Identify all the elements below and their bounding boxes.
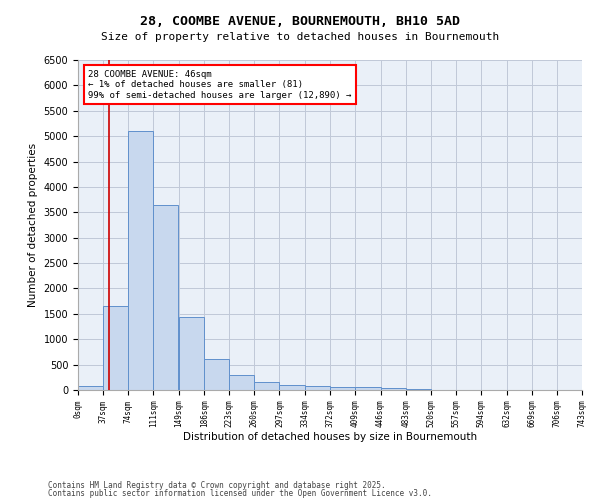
Text: 28 COOMBE AVENUE: 46sqm
← 1% of detached houses are smaller (81)
99% of semi-det: 28 COOMBE AVENUE: 46sqm ← 1% of detached… [88, 70, 352, 100]
Bar [179, 318, 204, 390]
Y-axis label: Number of detached properties: Number of detached properties [28, 143, 38, 307]
Text: Contains public sector information licensed under the Open Government Licence v3: Contains public sector information licen… [48, 489, 432, 498]
Bar [128, 131, 153, 390]
Bar [305, 386, 329, 390]
Bar [331, 387, 355, 390]
Text: Size of property relative to detached houses in Bournemouth: Size of property relative to detached ho… [101, 32, 499, 42]
Bar [78, 386, 103, 390]
Text: Contains HM Land Registry data © Crown copyright and database right 2025.: Contains HM Land Registry data © Crown c… [48, 480, 386, 490]
Text: 28, COOMBE AVENUE, BOURNEMOUTH, BH10 5AD: 28, COOMBE AVENUE, BOURNEMOUTH, BH10 5AD [140, 15, 460, 28]
Bar [280, 385, 305, 390]
Bar [254, 382, 280, 390]
Bar [103, 306, 128, 390]
X-axis label: Distribution of detached houses by size in Bournemouth: Distribution of detached houses by size … [183, 432, 477, 442]
Bar [380, 388, 406, 390]
Bar [229, 374, 254, 390]
Bar [153, 204, 178, 390]
Bar [204, 358, 229, 390]
Bar [406, 389, 431, 390]
Bar [355, 388, 380, 390]
